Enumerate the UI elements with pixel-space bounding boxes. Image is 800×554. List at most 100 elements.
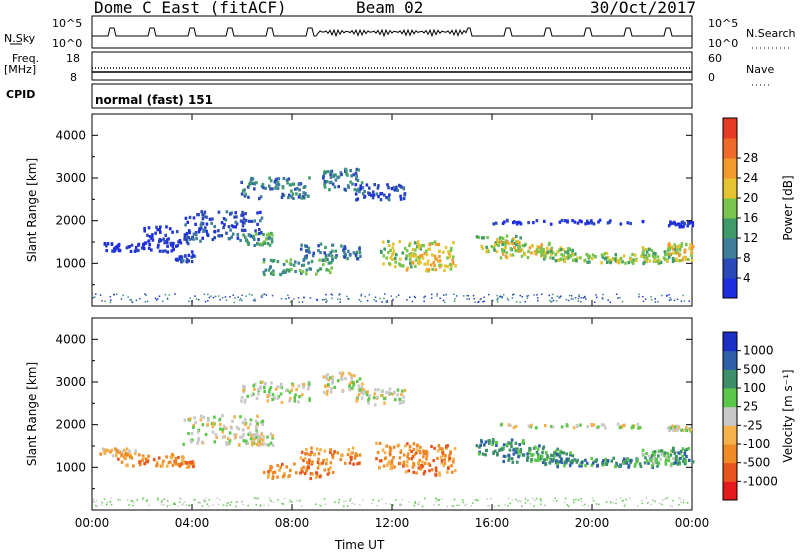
velocity-echo-cell (478, 450, 481, 454)
velocity-echo-cell (406, 442, 409, 446)
power-echo-cell (217, 210, 221, 214)
power-echo-cell (592, 222, 596, 226)
power-echo-cell (268, 266, 272, 270)
power-colorbar-tick-label: 20 (743, 191, 758, 205)
time-tick-label: 20:00 (575, 516, 610, 530)
power-echo-cell (330, 266, 333, 270)
velocity-ground-dot (288, 501, 291, 503)
velocity-echo-cell (182, 461, 186, 465)
power-echo-cell (540, 246, 543, 250)
power-echo-cell (357, 168, 360, 172)
power-echo-cell (350, 174, 353, 178)
power-echo-cell (675, 245, 679, 249)
nsky-tick-top: 10^5 (52, 17, 83, 30)
velocity-ground-dot (216, 497, 219, 499)
velocity-echo-cell (123, 448, 126, 452)
velocity-ground-dot (185, 504, 188, 506)
power-echo-cell (652, 251, 655, 255)
power-echo-cell (186, 242, 190, 246)
power-echo-cell (158, 228, 161, 232)
power-echo-cell (188, 231, 191, 235)
power-ground-dot (601, 297, 604, 299)
velocity-echo-cell (572, 426, 576, 430)
power-echo-cell (432, 261, 436, 265)
power-echo-cell (142, 247, 146, 251)
power-echo-cell (356, 178, 360, 183)
power-echo-cell (416, 255, 419, 259)
power-echo-cell (137, 243, 140, 247)
power-colorbar-swatch (723, 238, 737, 259)
power-echo-cell (552, 256, 555, 260)
power-echo-cell (253, 187, 256, 191)
power-echo-cell (259, 195, 263, 199)
velocity-echo-cell (688, 458, 691, 462)
velocity-echo-cell (253, 387, 256, 391)
power-ground-dot (287, 294, 289, 297)
power-ground-dot (309, 297, 312, 299)
velocity-echo-cell (350, 455, 353, 459)
velocity-echo-cell (667, 455, 671, 459)
power-echo-cell (112, 247, 116, 252)
power-colorbar-tick-label: 24 (743, 171, 758, 185)
velocity-echo-cell (652, 456, 656, 460)
velocity-echo-cell (683, 462, 687, 466)
velocity-echo-cell (283, 474, 286, 478)
velocity-echo-cell (249, 418, 253, 422)
power-echo-cell (323, 183, 326, 187)
power-echo-cell (600, 261, 603, 265)
power-ground-dot (348, 298, 350, 300)
velocity-echo-cell (407, 452, 410, 456)
velocity-echo-cell (534, 458, 537, 462)
power-echo-cell (647, 253, 651, 257)
velocity-echo-cell (452, 457, 455, 461)
power-echo-cell (162, 237, 165, 241)
power-echo-cell (671, 251, 675, 255)
velocity-ground-dot (199, 502, 201, 504)
velocity-colorbar-swatch (723, 369, 737, 389)
velocity-echo-cell (539, 456, 543, 460)
velocity-echo-cell (412, 442, 416, 446)
power-echo-cell (546, 250, 550, 254)
velocity-echo-cell (239, 415, 242, 419)
power-echo-cell (234, 220, 238, 224)
velocity-echo-cell (498, 448, 501, 452)
velocity-echo-cell (357, 461, 361, 465)
power-ytick-label: 3000 (55, 171, 86, 185)
velocity-echo-cell (168, 460, 172, 464)
power-echo-cell (266, 233, 269, 237)
velocity-echo-cell (674, 428, 678, 432)
velocity-echo-cell (288, 474, 291, 478)
velocity-echo-cell (422, 455, 425, 459)
power-echo-cell (683, 221, 686, 225)
power-echo-cell (156, 245, 160, 249)
velocity-echo-cell (308, 397, 311, 401)
power-echo-cell (527, 221, 530, 225)
power-echo-cell (246, 185, 250, 189)
velocity-echo-cell (284, 389, 288, 393)
power-ylabel: Slant Range [km] (25, 158, 39, 262)
power-ground-dot (339, 301, 341, 303)
power-colorbar-frame (722, 117, 738, 299)
velocity-ground-dot (167, 500, 169, 502)
power-echo-cell (429, 263, 433, 267)
velocity-echo-region (667, 424, 693, 433)
power-echo-cell (302, 263, 306, 267)
velocity-echo-cell (222, 424, 226, 428)
power-echo-cell (279, 272, 282, 277)
velocity-ground-dot (516, 500, 519, 503)
power-echo-cell (691, 221, 695, 225)
velocity-echo-cell (647, 454, 651, 458)
power-echo-cell (265, 237, 268, 241)
power-echo-cell (560, 218, 564, 223)
power-echo-cell (579, 256, 582, 260)
power-echo-cell (342, 250, 346, 254)
power-ground-dot (325, 298, 327, 300)
velocity-echo-cell (507, 458, 510, 462)
power-echo-cell (504, 246, 507, 250)
velocity-echo-cell (592, 423, 596, 427)
power-ground-dot (254, 298, 256, 301)
velocity-ground-dot (682, 499, 685, 501)
power-echo-cell (281, 192, 284, 196)
power-ground-dot (513, 293, 515, 295)
power-echo-cell (345, 168, 348, 172)
